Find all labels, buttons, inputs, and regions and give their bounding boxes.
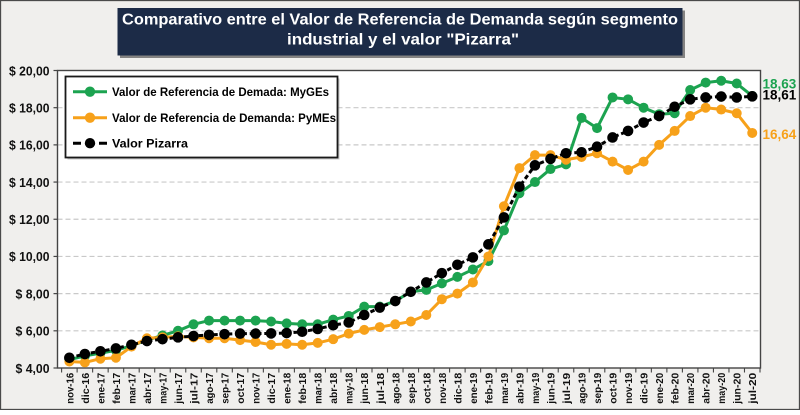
svg-text:jul-19: jul-19 xyxy=(561,373,573,405)
svg-text:may-20: may-20 xyxy=(716,373,728,404)
svg-text:abr-17: abr-17 xyxy=(142,373,154,404)
svg-text:ago-17: ago-17 xyxy=(204,373,216,404)
svg-text:jun-19: jun-19 xyxy=(545,373,557,405)
svg-text:18,63: 18,63 xyxy=(763,77,797,92)
svg-text:feb-17: feb-17 xyxy=(111,373,123,404)
svg-text:ago-19: ago-19 xyxy=(577,373,589,404)
svg-text:abr-19: abr-19 xyxy=(514,373,526,404)
svg-text:nov-18: nov-18 xyxy=(437,373,449,404)
svg-text:may-19: may-19 xyxy=(530,373,542,404)
svg-text:abr-18: abr-18 xyxy=(328,373,340,404)
svg-text:jun-20: jun-20 xyxy=(732,373,744,405)
svg-text:nov-17: nov-17 xyxy=(251,373,263,404)
svg-text:Valor de Referencia de Demanda: Valor de Referencia de Demanda: PyMEs xyxy=(112,111,336,125)
svg-text:$ 16,00: $ 16,00 xyxy=(9,138,50,153)
svg-text:mar-20: mar-20 xyxy=(685,373,697,404)
svg-text:dic-16: dic-16 xyxy=(80,373,92,404)
svg-text:mar-18: mar-18 xyxy=(313,373,325,404)
svg-text:Comparativo entre el Valor de: Comparativo entre el Valor de Referencia… xyxy=(122,12,678,29)
svg-text:sep-19: sep-19 xyxy=(592,373,604,404)
svg-text:jul-20: jul-20 xyxy=(747,373,759,405)
svg-text:mar-19: mar-19 xyxy=(499,373,511,404)
svg-text:oct-17: oct-17 xyxy=(235,373,247,404)
svg-text:ene-18: ene-18 xyxy=(282,373,294,404)
svg-text:may-18: may-18 xyxy=(344,373,356,404)
svg-text:dic-18: dic-18 xyxy=(452,373,464,404)
svg-text:abr-20: abr-20 xyxy=(701,373,713,404)
svg-text:Valor de Referencia de Demada:: Valor de Referencia de Demada: MyGEs xyxy=(112,85,329,99)
svg-text:industrial y el valor "Pizarra: industrial y el valor "Pizarra" xyxy=(287,32,519,49)
svg-text:$ 20,00: $ 20,00 xyxy=(9,63,50,78)
svg-text:jul-18: jul-18 xyxy=(375,373,387,405)
svg-text:feb-20: feb-20 xyxy=(670,373,682,404)
svg-text:ene-17: ene-17 xyxy=(95,373,107,404)
svg-text:18,61: 18,61 xyxy=(763,88,797,103)
svg-text:sep-18: sep-18 xyxy=(406,373,418,404)
svg-text:ago-18: ago-18 xyxy=(390,373,402,404)
svg-text:$ 6,00: $ 6,00 xyxy=(16,324,50,339)
svg-text:dic-19: dic-19 xyxy=(639,373,651,404)
svg-text:$ 12,00: $ 12,00 xyxy=(9,212,50,227)
svg-text:jun-17: jun-17 xyxy=(173,373,185,405)
svg-text:mar-17: mar-17 xyxy=(126,373,138,404)
svg-text:Valor Pizarra: Valor Pizarra xyxy=(112,137,188,151)
svg-text:$ 4,00: $ 4,00 xyxy=(16,361,50,376)
svg-text:ene-20: ene-20 xyxy=(654,373,666,404)
svg-text:$ 18,00: $ 18,00 xyxy=(9,100,50,115)
svg-text:nov-16: nov-16 xyxy=(64,373,76,404)
svg-text:oct-18: oct-18 xyxy=(421,373,433,404)
svg-text:$ 10,00: $ 10,00 xyxy=(9,249,50,264)
svg-text:$ 8,00: $ 8,00 xyxy=(16,286,50,301)
svg-text:ene-19: ene-19 xyxy=(468,373,480,404)
svg-text:feb-19: feb-19 xyxy=(483,373,495,404)
svg-text:dic-17: dic-17 xyxy=(266,373,278,404)
svg-text:$ 14,00: $ 14,00 xyxy=(9,175,50,190)
svg-text:feb-18: feb-18 xyxy=(297,373,309,404)
svg-text:sep-17: sep-17 xyxy=(220,373,232,404)
svg-text:oct-19: oct-19 xyxy=(608,373,620,404)
svg-text:nov-19: nov-19 xyxy=(623,373,635,404)
svg-text:jun-18: jun-18 xyxy=(359,373,371,405)
svg-text:may-17: may-17 xyxy=(157,373,169,404)
svg-text:16,64: 16,64 xyxy=(763,127,797,142)
svg-text:jul-17: jul-17 xyxy=(189,373,201,405)
